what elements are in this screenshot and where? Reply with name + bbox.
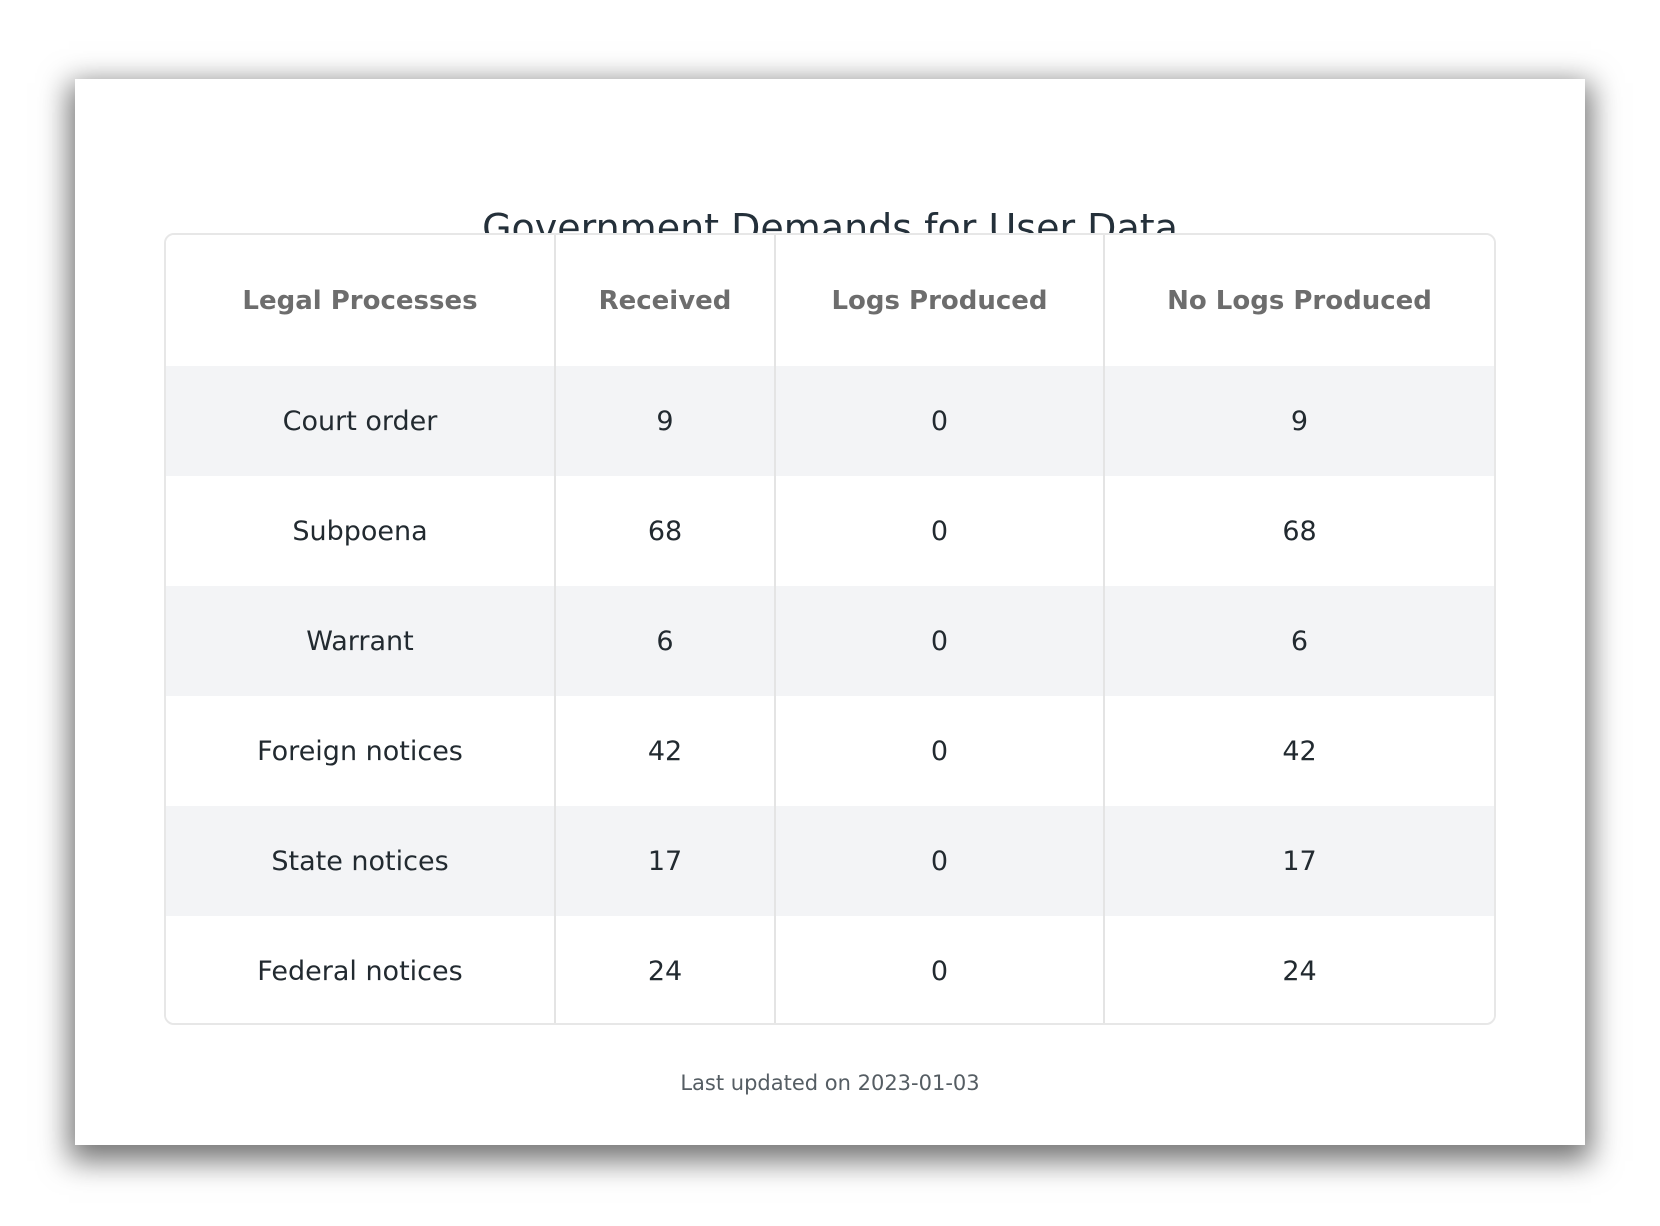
legal-process-cell: Subpoena xyxy=(166,476,555,586)
received-cell: 42 xyxy=(554,696,775,806)
legal-process-cell: Foreign notices xyxy=(166,696,555,806)
received-cell: 9 xyxy=(554,366,775,476)
no-logs-produced-cell: 9 xyxy=(1103,366,1494,476)
no-logs-produced-cell: 42 xyxy=(1103,696,1494,806)
no-logs-produced-cell: 17 xyxy=(1103,806,1494,916)
column-header-no-logs-produced: No Logs Produced xyxy=(1103,235,1494,366)
column-header-legal-processes: Legal Processes xyxy=(166,235,555,366)
no-logs-produced-cell: 68 xyxy=(1103,476,1494,586)
received-cell: 17 xyxy=(554,806,775,916)
legal-process-cell: Federal notices xyxy=(166,916,555,1023)
received-cell: 68 xyxy=(554,476,775,586)
table-body: Court order 9 0 9 Subpoena 68 0 68 Warra… xyxy=(166,366,1494,1023)
demands-table-container: Legal Processes Received Logs Produced N… xyxy=(164,233,1496,1025)
legal-process-cell: State notices xyxy=(166,806,555,916)
table-row: Federal notices 24 0 24 xyxy=(166,916,1494,1023)
legal-process-cell: Court order xyxy=(166,366,555,476)
logs-produced-cell: 0 xyxy=(774,696,1104,806)
legal-process-cell: Warrant xyxy=(166,586,555,696)
table-row: Warrant 6 0 6 xyxy=(166,586,1494,696)
report-card: Government Demands for User Data Legal P… xyxy=(75,79,1585,1145)
no-logs-produced-cell: 24 xyxy=(1103,916,1494,1023)
table-row: State notices 17 0 17 xyxy=(166,806,1494,916)
table-row: Court order 9 0 9 xyxy=(166,366,1494,476)
logs-produced-cell: 0 xyxy=(774,806,1104,916)
received-cell: 24 xyxy=(554,916,775,1023)
no-logs-produced-cell: 6 xyxy=(1103,586,1494,696)
received-cell: 6 xyxy=(554,586,775,696)
table-header: Legal Processes Received Logs Produced N… xyxy=(166,235,1494,366)
header-row: Legal Processes Received Logs Produced N… xyxy=(166,235,1494,366)
logs-produced-cell: 0 xyxy=(774,586,1104,696)
logs-produced-cell: 0 xyxy=(774,366,1104,476)
table-row: Subpoena 68 0 68 xyxy=(166,476,1494,586)
column-header-logs-produced: Logs Produced xyxy=(774,235,1104,366)
demands-table: Legal Processes Received Logs Produced N… xyxy=(166,235,1494,1023)
logs-produced-cell: 0 xyxy=(774,916,1104,1023)
last-updated-note: Last updated on 2023-01-03 xyxy=(680,1071,980,1095)
logs-produced-cell: 0 xyxy=(774,476,1104,586)
table-row: Foreign notices 42 0 42 xyxy=(166,696,1494,806)
column-header-received: Received xyxy=(554,235,775,366)
